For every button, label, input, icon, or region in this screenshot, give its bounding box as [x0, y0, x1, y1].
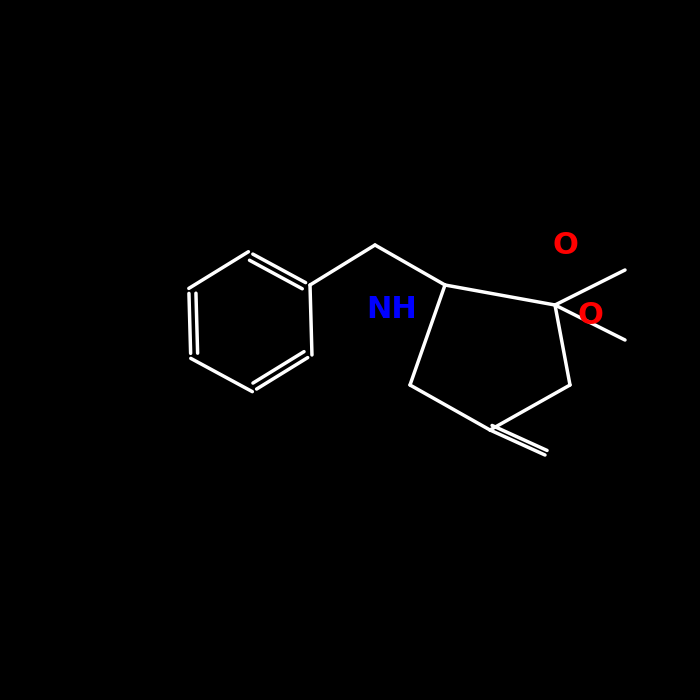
- Text: O: O: [577, 300, 603, 330]
- Text: NH: NH: [367, 295, 417, 325]
- Text: O: O: [552, 230, 578, 260]
